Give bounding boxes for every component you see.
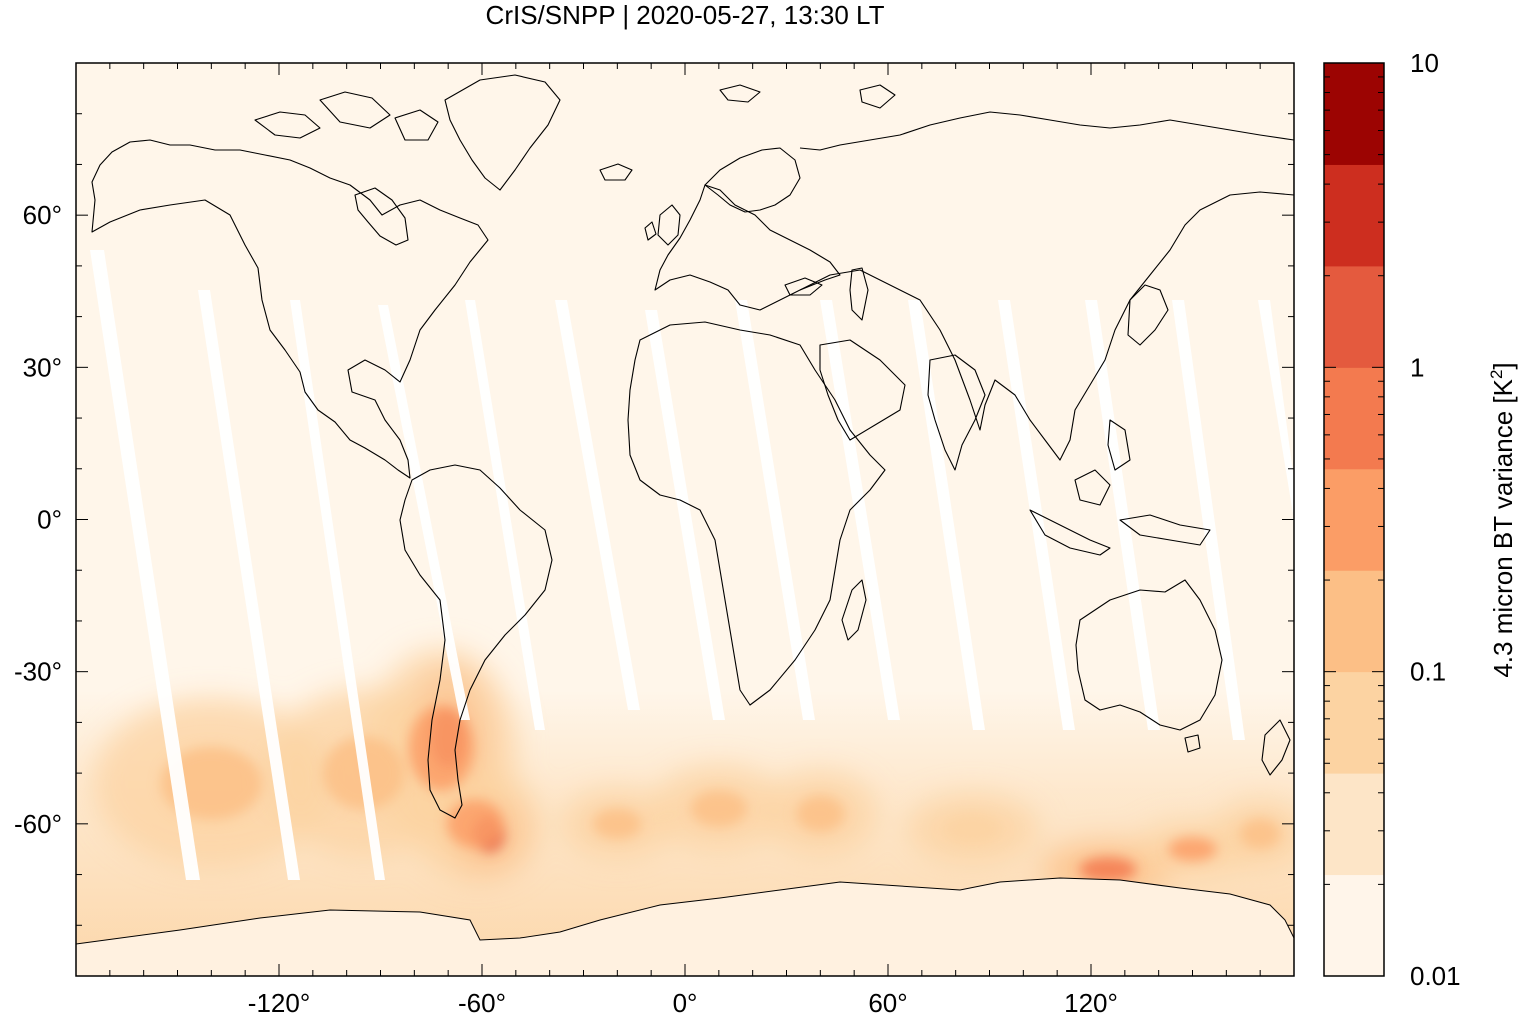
orbit-gap	[820, 300, 900, 720]
coastline-asia	[799, 111, 1294, 461]
coastline-australia	[1075, 579, 1223, 731]
orbit-gap	[378, 305, 470, 720]
coastline-europe	[654, 184, 841, 311]
coastline-greenland	[444, 74, 561, 191]
colorbar-frame	[1323, 62, 1385, 977]
colorbar-tick-labels: 10 1 0.1 0.01	[1410, 48, 1461, 991]
coastline-scandinavia	[704, 147, 801, 213]
y-tick-label: 0°	[37, 505, 62, 535]
colorbar-label: 4.3 micron BT variance [K2]	[1487, 362, 1518, 677]
coastline-arabia	[819, 339, 906, 441]
colorbar-bands	[1324, 63, 1384, 977]
variance-hotspot	[1168, 837, 1217, 862]
orbit-gap	[555, 300, 640, 710]
plot-title: CrIS/SNPP | 2020-05-27, 13:30 LT	[486, 0, 885, 30]
coastline-iceland	[599, 163, 633, 181]
x-tick-label: 0°	[673, 988, 698, 1018]
colorbar-tick-label: 1	[1410, 352, 1424, 382]
colorbar-band	[1324, 164, 1384, 267]
orbit-gap	[290, 300, 385, 880]
coastline-north-america	[91, 139, 489, 479]
antarctica-region	[76, 877, 1294, 976]
variance-hotspot	[690, 790, 748, 827]
variance-hotspot	[795, 795, 845, 832]
variance-hotspot	[1239, 818, 1281, 850]
coastline-japan	[1127, 284, 1169, 346]
variance-hotspot	[408, 705, 474, 791]
colorbar-band	[1324, 63, 1384, 165]
y-tick-label: -60°	[14, 809, 62, 839]
colorbar-band	[1324, 367, 1384, 470]
variance-hotspot	[592, 808, 642, 840]
colorbar-band	[1324, 874, 1384, 977]
coastline-arctic-islands	[254, 91, 439, 141]
x-tick-label: -120°	[248, 988, 310, 1018]
colorbar-band	[1324, 468, 1384, 571]
y-tick-label: -30°	[14, 657, 62, 687]
variance-hotspot	[944, 813, 1002, 845]
colorbar-tick-label: 10	[1410, 48, 1439, 78]
orbit-gap	[1172, 300, 1245, 740]
hotspot-core-layer	[160, 705, 1281, 882]
coastline-svalbard	[719, 84, 896, 109]
orbit-gap	[198, 290, 300, 880]
orbit-gap	[908, 300, 985, 730]
x-tick-label: 120°	[1064, 988, 1118, 1018]
y-tick-label: 60°	[23, 200, 62, 230]
coastline-caspian-sea	[849, 267, 869, 321]
coastline-south-america	[399, 464, 553, 819]
orbit-gap	[90, 250, 200, 880]
colorbar-tick-label: 0.01	[1410, 961, 1461, 991]
orbit-gap	[465, 300, 545, 730]
coastline-tasmania	[1184, 734, 1201, 753]
colorbar: 10 1 0.1 0.01 4.3 micron BT variance [K2]	[1323, 48, 1518, 991]
variance-hotspot	[1079, 857, 1137, 882]
colorbar-ticks	[1324, 76, 1384, 977]
x-axis: -120° -60° 0° 60° 120°	[109, 63, 1261, 1018]
colorbar-tick-label: 0.1	[1410, 657, 1446, 687]
orbit-gap	[645, 310, 725, 720]
orbit-gaps	[90, 250, 1294, 880]
coastline-british-isles	[644, 204, 681, 246]
variance-hotspot	[446, 799, 504, 849]
y-axis: 60° 30° 0° -30° -60°	[14, 113, 1294, 926]
coastline-madagascar	[841, 579, 867, 641]
coastline-new-zealand	[1261, 719, 1291, 776]
orbit-gap	[735, 300, 815, 720]
map-area	[76, 63, 1294, 976]
y-tick-label: 30°	[23, 352, 62, 382]
coastline-hudson-bay	[354, 187, 409, 246]
coastline-indonesia	[1029, 419, 1211, 556]
orbit-gap	[998, 300, 1075, 730]
coastline-black-sea	[784, 277, 823, 296]
colorbar-band	[1324, 773, 1384, 876]
coastlines	[91, 74, 1294, 819]
orbit-gap	[1085, 300, 1160, 730]
x-tick-label: -60°	[458, 988, 506, 1018]
x-tick-label: 60°	[868, 988, 907, 1018]
colorbar-band	[1324, 265, 1384, 368]
colorbar-band	[1324, 671, 1384, 774]
colorbar-band	[1324, 570, 1384, 673]
coastline-india	[927, 354, 986, 471]
orbit-gap	[1258, 300, 1294, 520]
coastline-africa	[627, 321, 886, 706]
